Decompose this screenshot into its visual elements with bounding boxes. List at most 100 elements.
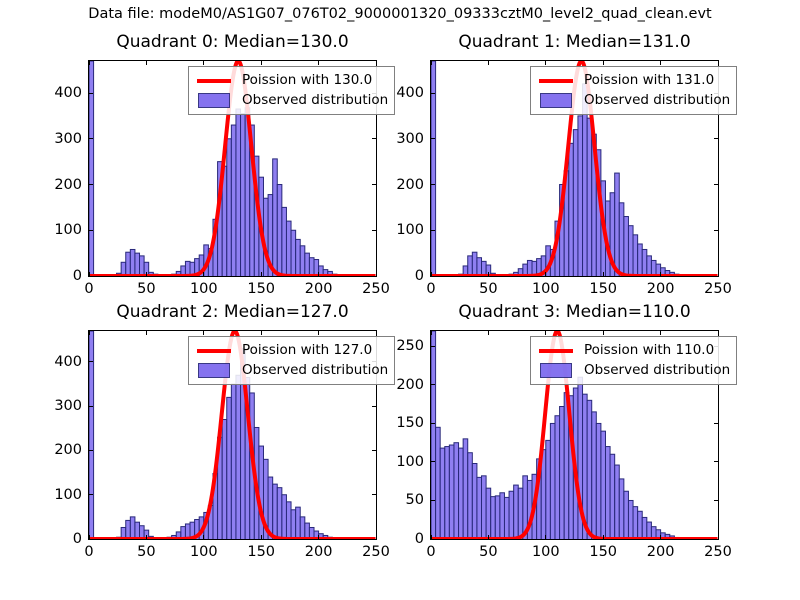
legend-3[interactable]: Poission with 110.0 Observed distribution xyxy=(530,336,738,385)
legend-label-observed: Observed distribution xyxy=(584,91,731,108)
subplot-title-0: Quadrant 0: Median=130.0 xyxy=(116,32,349,52)
y-tick-label: 100 xyxy=(396,453,424,470)
histogram-bar xyxy=(595,422,602,539)
x-tickmark-top xyxy=(260,60,262,65)
y-tick-label: 0 xyxy=(414,531,424,547)
y-tickmark xyxy=(430,229,435,231)
y-tickmark xyxy=(88,361,93,363)
y-tick-label: 100 xyxy=(54,486,82,503)
y-tick-label: 200 xyxy=(396,176,424,193)
histogram-bar xyxy=(143,529,150,539)
bar-swatch-icon xyxy=(536,93,576,108)
x-tickmark-top xyxy=(88,60,90,65)
x-tickmark xyxy=(203,535,205,540)
observed-distribution-bars xyxy=(431,331,680,539)
x-tickmark xyxy=(717,272,719,277)
legend-entry-model: Poission with 130.0 xyxy=(194,71,388,90)
x-tick-label: 150 xyxy=(247,544,276,560)
x-tickmark-top xyxy=(602,330,604,335)
x-tickmark xyxy=(487,272,489,277)
y-tickmark xyxy=(430,461,435,463)
x-tick-label: 150 xyxy=(247,281,276,297)
legend-label-model: Poission with 127.0 xyxy=(242,341,373,358)
histogram-bar xyxy=(435,426,441,539)
x-tickmark xyxy=(602,272,604,277)
x-tick-label: 50 xyxy=(137,544,156,560)
y-tickmark xyxy=(88,405,93,407)
figure-title: Data file: modeM0/AS1G07_076T02_90000013… xyxy=(88,6,712,22)
histogram-bar xyxy=(627,499,634,539)
histogram-bar xyxy=(591,411,597,539)
x-tickmark-top xyxy=(375,60,377,65)
x-tickmark xyxy=(717,535,719,540)
histogram-canvas-3 xyxy=(431,331,718,539)
y-tickmark-right xyxy=(372,538,377,540)
legend-2[interactable]: Poission with 127.0 Observed distribution xyxy=(188,336,396,385)
x-tick-label: 250 xyxy=(362,544,390,560)
histogram-bar xyxy=(559,406,565,539)
y-tickmark xyxy=(430,275,435,277)
y-tickmark xyxy=(430,538,435,540)
y-tick-label: 300 xyxy=(54,398,82,415)
poisson-model-curve xyxy=(431,331,718,539)
legend-entry-observed: Observed distribution xyxy=(536,361,730,380)
histogram-bar xyxy=(517,487,524,539)
x-tickmark-top xyxy=(717,60,719,65)
y-tick-label: 400 xyxy=(54,85,82,102)
subplot-title-2: Quadrant 2: Median=127.0 xyxy=(116,302,349,322)
x-tickmark xyxy=(375,272,377,277)
x-tickmark-top xyxy=(145,330,147,335)
x-tickmark-top xyxy=(375,330,377,335)
y-tickmark xyxy=(88,138,93,140)
histogram-bar xyxy=(494,495,501,539)
x-tickmark xyxy=(487,535,489,540)
histogram-bar xyxy=(431,61,437,276)
line-swatch-icon xyxy=(194,348,234,353)
histogram-bar xyxy=(513,484,519,539)
y-tickmark xyxy=(430,184,435,185)
line-swatch-icon xyxy=(194,78,234,83)
y-tickmark xyxy=(430,138,435,140)
histogram-bar xyxy=(508,490,515,539)
poisson-model-curve xyxy=(89,331,376,539)
y-tickmark xyxy=(88,449,93,451)
histogram-bar xyxy=(431,331,437,539)
x-tick-label: 150 xyxy=(589,544,618,560)
y-tick-label: 300 xyxy=(54,130,82,147)
histogram-bar xyxy=(609,453,616,539)
y-tickmark xyxy=(430,499,435,501)
histogram-bar xyxy=(605,446,611,539)
y-tick-label: 250 xyxy=(396,338,424,355)
y-tick-label: 0 xyxy=(414,268,424,284)
x-tickmark xyxy=(602,535,604,540)
y-tickmark xyxy=(430,345,435,347)
legend-entry-model: Poission with 110.0 xyxy=(536,341,730,360)
x-tick-label: 200 xyxy=(646,281,675,297)
histogram-bar xyxy=(471,463,478,539)
histogram-bar xyxy=(448,444,455,539)
legend-0[interactable]: Poission with 130.0 Observed distribution xyxy=(188,66,396,115)
histogram-bar xyxy=(554,415,561,539)
histogram-bar xyxy=(453,442,460,539)
y-tick-label: 400 xyxy=(396,85,424,102)
y-tick-label: 400 xyxy=(54,353,82,370)
y-tick-label: 100 xyxy=(396,222,424,239)
observed-distribution-bars xyxy=(89,61,343,276)
y-tickmark xyxy=(88,275,93,277)
x-tickmark xyxy=(145,272,147,277)
x-tickmark-top xyxy=(203,330,205,335)
histogram-bar xyxy=(646,521,652,539)
x-tick-label: 100 xyxy=(189,281,218,297)
legend-1[interactable]: Poission with 131.0 Observed distribution xyxy=(530,66,738,115)
x-tick-label: 100 xyxy=(531,544,560,560)
legend-label-model: Poission with 110.0 xyxy=(584,341,715,358)
y-tickmark-right xyxy=(372,405,377,407)
histogram-bar xyxy=(632,506,639,539)
y-tickmark xyxy=(88,92,93,94)
histogram-bar xyxy=(143,261,150,276)
x-tickmark xyxy=(203,272,205,277)
y-tickmark xyxy=(430,422,435,424)
y-tick-label: 150 xyxy=(396,415,424,432)
